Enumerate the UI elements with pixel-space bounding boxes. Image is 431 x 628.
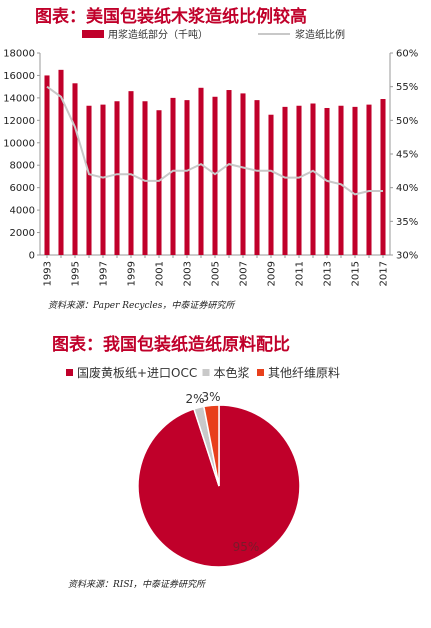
bar-2015 (352, 106, 358, 255)
y-tick-label: 18000 (3, 49, 35, 60)
legend-swatch-0 (66, 369, 73, 376)
bar-2006 (226, 90, 232, 256)
y2-tick-label: 45% (396, 150, 418, 161)
x-tick-label: 2003 (183, 261, 194, 286)
bar-1995 (72, 83, 78, 255)
chart1-title: 图表：美国包装纸木浆造纸比例较高 (35, 7, 307, 27)
x-tick-label: 2001 (155, 261, 166, 286)
legend-label-2: 其他纤维原料 (268, 366, 340, 380)
pie-label-2: 3% (201, 390, 220, 404)
x-tick-label: 1999 (127, 261, 138, 286)
y2-tick-label: 60% (396, 49, 418, 60)
bar-1996 (86, 105, 92, 255)
bar-2001 (156, 110, 162, 255)
y2-tick-label: 40% (396, 183, 418, 194)
bar-1993 (44, 75, 50, 255)
bar-1998 (114, 101, 120, 255)
x-tick-label: 2015 (351, 261, 362, 286)
bar-2014 (338, 105, 344, 255)
chart2-source: 资料来源：RISI，中泰证券研究所 (68, 580, 206, 590)
y-tick-label: 10000 (3, 138, 35, 149)
chart1-source: 资料来源：Paper Recycles，中泰证券研究所 (48, 301, 235, 311)
bar-1997 (100, 104, 106, 255)
legend-bar-swatch (82, 30, 104, 38)
x-tick-label: 1995 (71, 261, 82, 286)
ratio-line (46, 85, 383, 196)
bar-2012 (310, 103, 316, 255)
chart2-title: 图表：我国包装纸造纸原料配比 (52, 335, 290, 355)
pie-chart: 国废黄板纸+进口OCC 本色浆 其他纤维原料 95% 2%3% (66, 365, 340, 568)
pie-label-0: 95% (233, 540, 260, 554)
legend-label-1: 本色浆 (214, 365, 250, 380)
y2-tick-label: 30% (396, 251, 418, 262)
legend-swatch-1 (202, 369, 210, 376)
y-tick-label: 8000 (10, 161, 35, 172)
x-tick-label: 2009 (267, 261, 278, 286)
y-tick-label: 0 (29, 251, 35, 262)
y-tick-label: 4000 (10, 206, 35, 217)
pie-label-1: 2% (185, 392, 204, 406)
x-tick-label: 2007 (239, 261, 250, 286)
y-tick-label: 14000 (3, 93, 35, 104)
y-tick-label: 2000 (10, 228, 35, 239)
bar-2010 (282, 106, 288, 255)
bar-line-chart: 0 2000 4000 6000 8000 10000 12000 14000 16000 180… (3, 28, 418, 286)
pie-slice-2 (202, 404, 220, 487)
bar-2005 (212, 96, 218, 256)
bar-1999 (128, 91, 134, 256)
x-tick-label: 2017 (379, 261, 390, 286)
x-tick-label: 2013 (323, 261, 334, 286)
x-tick-label: 1993 (43, 261, 54, 286)
bar-2000 (142, 101, 148, 255)
y2-tick-label: 35% (396, 217, 418, 228)
bar-2002 (170, 97, 176, 255)
y-tick-label: 16000 (3, 71, 35, 82)
x-tick-label: 2011 (295, 261, 306, 286)
y2-tick-label: 50% (396, 116, 418, 127)
x-tick-label: 1997 (99, 261, 110, 286)
bar-2011 (296, 105, 302, 255)
bar-2017 (380, 99, 386, 255)
bar-2007 (240, 93, 246, 256)
legend-swatch-2 (257, 369, 264, 376)
y-tick-label: 12000 (3, 116, 35, 127)
y2-tick-label: 55% (396, 82, 418, 93)
legend-bar-label: 用浆造纸部分（千吨） (108, 28, 208, 41)
bar-1994 (58, 69, 64, 255)
bar-2004 (198, 87, 204, 256)
bar-2008 (254, 100, 260, 255)
bar-2016 (366, 104, 372, 255)
x-tick-label: 2005 (211, 261, 222, 286)
y-tick-label: 6000 (10, 183, 35, 194)
bar-2003 (184, 100, 190, 255)
legend-label-0: 国废黄板纸+进口OCC (77, 365, 197, 380)
legend-line-label: 浆造纸比例 (295, 28, 345, 41)
bar-2009 (268, 114, 274, 255)
